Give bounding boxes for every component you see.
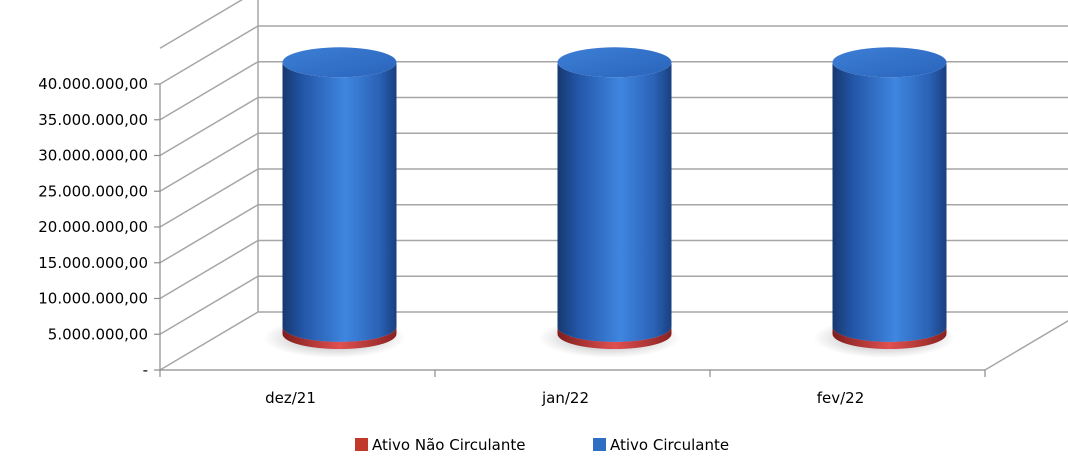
gridline [159,204,1068,264]
legend-item-ativo-nao-circulante: Ativo Não Circulante [355,436,525,454]
bar-top-cap [557,47,672,78]
gridlines [159,0,1068,335]
bars [263,47,956,358]
y-tick-label: 5.000.000,00 [48,325,148,343]
legend-label-ativo-circulante: Ativo Circulante [610,436,729,454]
y-tick-label: 20.000.000,00 [38,218,148,236]
bar-group [263,47,406,358]
gridline [159,132,1068,192]
legend: Ativo Não Circulante Ativo Circulante [355,436,729,454]
y-tick-label: 40.000.000,00 [38,75,148,93]
y-tick-label: 30.000.000,00 [38,147,148,165]
gridline [159,275,1068,335]
x-tick-label: jan/22 [541,389,589,407]
legend-label-ativo-nao-circulante: Ativo Não Circulante [372,436,525,454]
bar-ativo-nao-circulante [557,326,672,350]
y-tick-label: 25.000.000,00 [38,182,148,200]
gridline [159,0,243,49]
gridline [159,25,1068,85]
x-axis-tick-labels: dez/21 jan/22 fev/22 [265,389,864,407]
bar-ativo-nao-circulante [282,326,397,350]
x-tick-label: fev/22 [817,389,865,407]
legend-swatch-ativo-circulante [593,438,606,451]
gridline [159,61,1068,121]
floor-right-edge [984,320,1068,371]
y-tick-label: - [143,361,148,379]
plot-walls [159,0,1068,371]
bar-ativo-circulante [557,62,672,342]
y-axis-tick-labels: - 5.000.000,00 10.000.000,00 15.000.000,00 2… [38,75,148,379]
legend-swatch-ativo-nao-circulante [355,438,368,451]
legend-item-ativo-circulante: Ativo Circulante [593,436,729,454]
y-tick-label: 15.000.000,00 [38,254,148,272]
gridline [159,168,1068,228]
bar-top-cap [832,47,947,78]
x-tick-label: dez/21 [265,389,316,407]
bar-group [813,47,956,358]
bar-group [538,47,681,358]
y-tick-label: 35.000.000,00 [38,111,148,129]
bar-ativo-circulante [282,62,397,342]
bar-top-cap [282,47,397,78]
bar-ativo-nao-circulante [832,326,947,349]
gridline [159,96,1068,157]
gridline [159,239,1068,300]
axes [154,83,986,377]
y-tick-label: 10.000.000,00 [38,290,148,308]
bar-ativo-circulante [832,62,947,342]
